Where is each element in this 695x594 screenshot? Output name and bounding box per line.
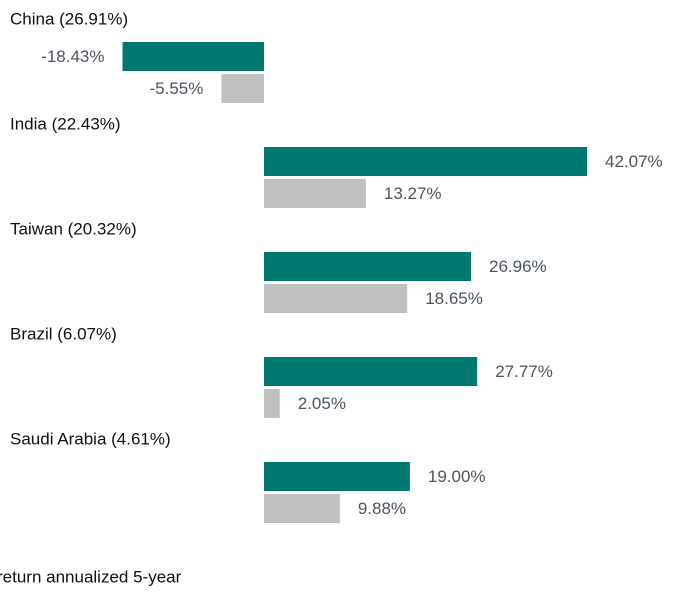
category-label: China (26.91%) bbox=[10, 9, 128, 28]
category-label: Taiwan (20.32%) bbox=[10, 219, 137, 238]
value-label: 26.96% bbox=[489, 257, 547, 276]
value-label: -5.55% bbox=[150, 79, 204, 98]
bar bbox=[221, 74, 264, 103]
value-label: 2.05% bbox=[298, 394, 346, 413]
value-label: 9.88% bbox=[358, 499, 406, 518]
bar bbox=[264, 179, 366, 208]
value-label: 27.77% bbox=[495, 362, 553, 381]
value-label: -18.43% bbox=[41, 47, 104, 66]
bar bbox=[264, 357, 478, 386]
bar bbox=[264, 389, 280, 418]
bar bbox=[264, 462, 410, 491]
bar bbox=[264, 252, 471, 281]
value-label: 18.65% bbox=[425, 289, 483, 308]
value-label: 42.07% bbox=[605, 152, 663, 171]
category-label: Saudi Arabia (4.61%) bbox=[10, 429, 171, 448]
bar bbox=[264, 147, 587, 176]
category-label: India (22.43%) bbox=[10, 114, 121, 133]
footer-note: return annualized 5-year bbox=[0, 567, 182, 586]
bar bbox=[122, 42, 264, 71]
category-label: Brazil (6.07%) bbox=[10, 324, 117, 343]
value-label: 19.00% bbox=[428, 467, 486, 486]
value-label: 13.27% bbox=[384, 184, 442, 203]
bar bbox=[264, 494, 340, 523]
bar bbox=[264, 284, 408, 313]
